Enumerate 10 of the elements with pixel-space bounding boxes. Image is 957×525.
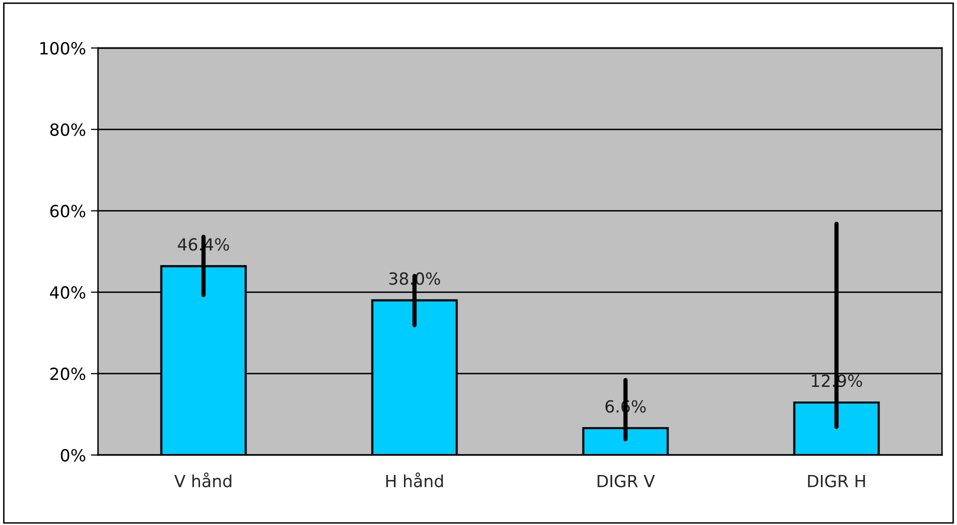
x-tick-label: DIGR V (598, 474, 655, 488)
x-tick-label: DIGR H (808, 474, 865, 488)
y-tick-label: 40% (50, 286, 86, 299)
y-tick-label: 100% (40, 42, 86, 55)
y-tick-label: 0% (60, 448, 86, 462)
x-tick-label: H hånd (386, 472, 443, 488)
y-tick-label: 60% (50, 204, 86, 218)
y-tick-label: 20% (50, 368, 86, 380)
y-tick-label: 80% (50, 123, 86, 136)
x-tick-label: V hånd (174, 472, 232, 488)
